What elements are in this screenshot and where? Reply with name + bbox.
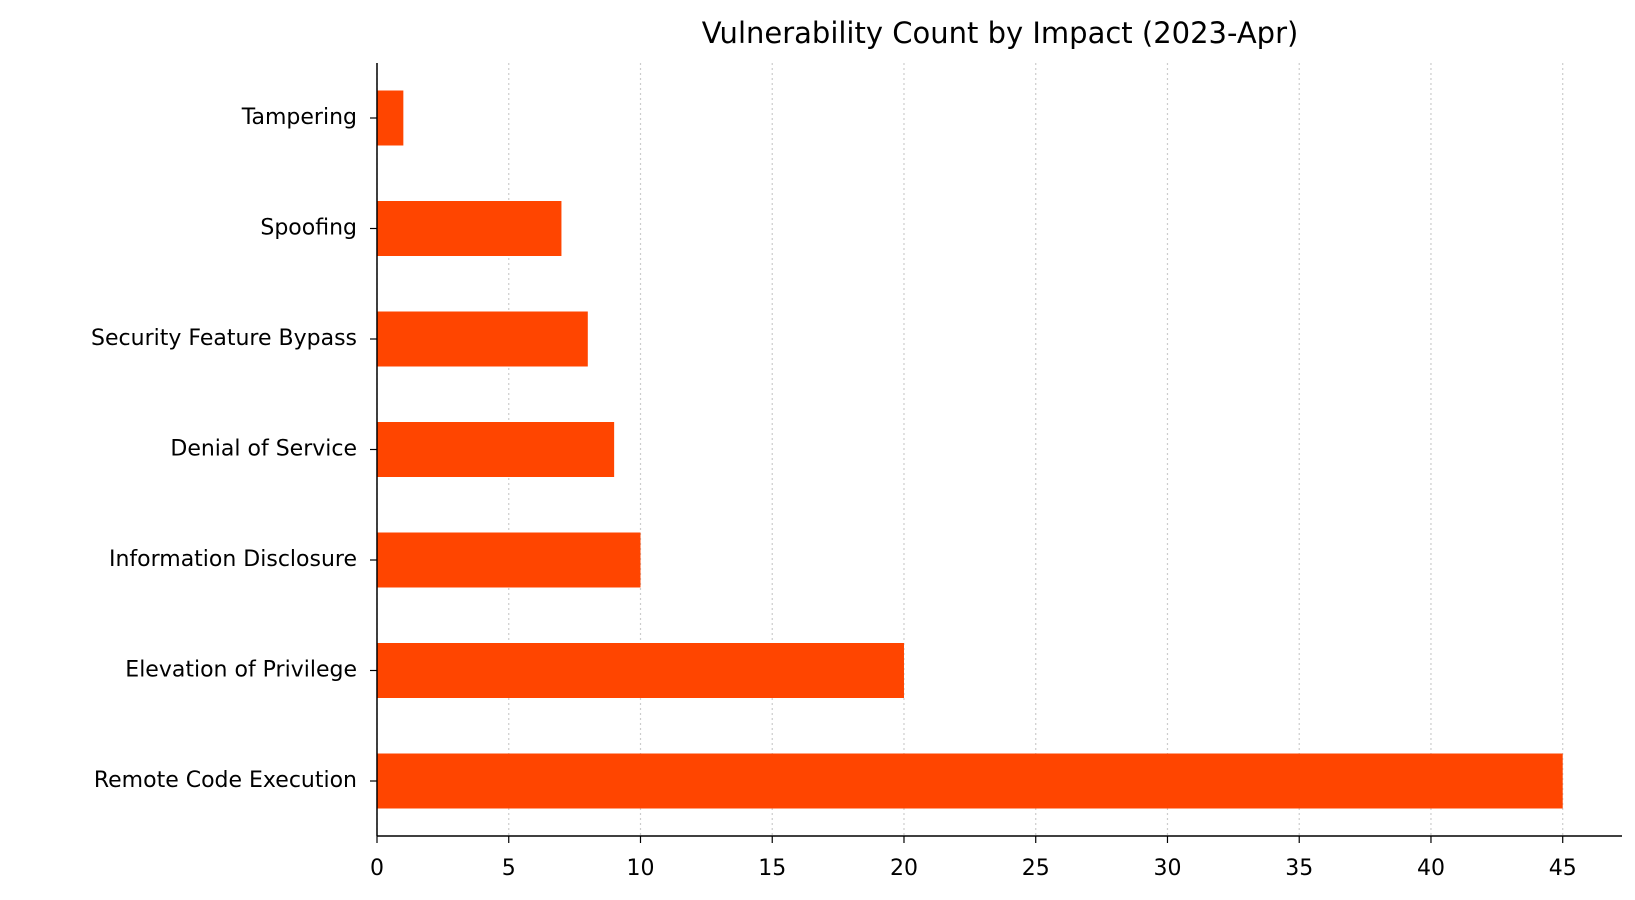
bar (377, 753, 1563, 809)
bar (377, 643, 904, 698)
bar (377, 422, 615, 477)
x-tick-label: 10 (626, 856, 654, 881)
x-tick-label: 0 (370, 856, 384, 881)
bar (377, 311, 588, 367)
y-tick-label: Security Feature Bypass (91, 326, 357, 351)
x-tick-label: 30 (1153, 856, 1181, 881)
y-tick-label: Spoofing (260, 216, 357, 241)
chart-title: Vulnerability Count by Impact (2023-Apr) (702, 16, 1299, 50)
x-tick-label: 35 (1285, 856, 1313, 881)
bar (377, 90, 404, 146)
y-tick-label: Tampering (241, 105, 357, 130)
bar (377, 201, 562, 256)
x-tick-label: 40 (1417, 856, 1445, 881)
y-tick-label: Remote Code Execution (94, 768, 357, 793)
y-tick-label: Information Disclosure (109, 547, 357, 572)
y-tick-label: Denial of Service (170, 437, 357, 462)
x-tick-label: 25 (1022, 856, 1050, 881)
y-tick-label: Elevation of Privilege (125, 658, 357, 683)
bar (377, 532, 641, 588)
x-tick-label: 20 (890, 856, 918, 881)
x-tick-label: 5 (502, 856, 516, 881)
x-tick-label: 15 (758, 856, 786, 881)
x-tick-label: 45 (1549, 856, 1577, 881)
